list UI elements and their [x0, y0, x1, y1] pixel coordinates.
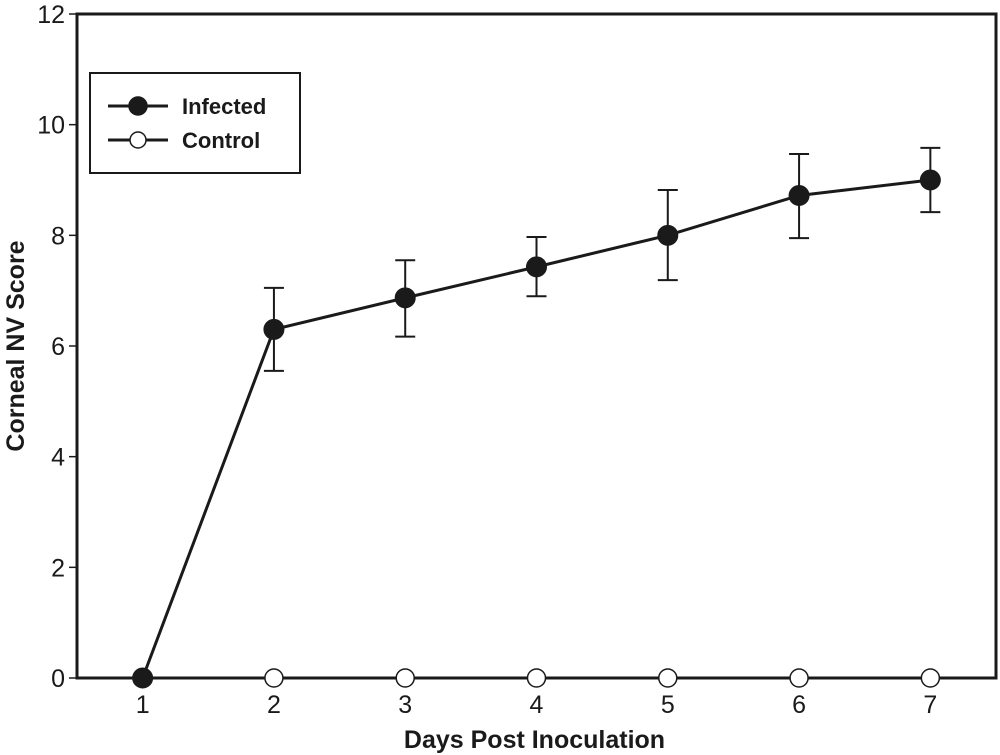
- x-tick-label: 2: [267, 691, 281, 719]
- legend: Infected Control: [89, 72, 301, 174]
- y-tick-label: 2: [51, 554, 65, 582]
- data-point-infected: [657, 224, 679, 246]
- data-point-control: [395, 668, 415, 688]
- x-axis-title: Days Post Inoculation: [404, 726, 665, 754]
- data-point-infected: [132, 667, 154, 689]
- data-point-infected: [919, 169, 941, 191]
- legend-label: Infected: [182, 94, 266, 119]
- legend-label: Control: [182, 128, 260, 153]
- x-tick-label: 5: [661, 691, 675, 719]
- y-tick-label: 6: [51, 333, 65, 361]
- data-point-infected: [394, 287, 416, 309]
- data-point-control: [789, 668, 809, 688]
- x-tick-label: 6: [792, 691, 806, 719]
- y-tick-label: 4: [51, 444, 65, 472]
- y-tick-label: 12: [37, 1, 65, 29]
- legend-box: [89, 72, 301, 174]
- data-point-infected: [526, 256, 547, 278]
- y-tick-label: 10: [37, 112, 65, 140]
- data-point-control: [658, 668, 678, 688]
- data-point-control: [526, 668, 547, 688]
- legend-marker-control: [129, 131, 147, 149]
- data-point-infected: [263, 318, 285, 340]
- series-layer: [132, 146, 941, 689]
- data-point-infected: [788, 184, 810, 206]
- data-point-control: [920, 668, 941, 688]
- y-tick-label: 0: [51, 665, 65, 693]
- x-tick-label: 7: [923, 691, 937, 719]
- x-tick-label: 1: [136, 691, 150, 719]
- x-tick-label: 3: [398, 691, 412, 719]
- x-tick-label: 4: [530, 691, 544, 719]
- y-tick-label: 8: [51, 222, 65, 250]
- legend-marker-infected: [128, 96, 148, 116]
- y-axis-title: Corneal NV Score: [2, 240, 30, 451]
- data-point-control: [264, 668, 284, 688]
